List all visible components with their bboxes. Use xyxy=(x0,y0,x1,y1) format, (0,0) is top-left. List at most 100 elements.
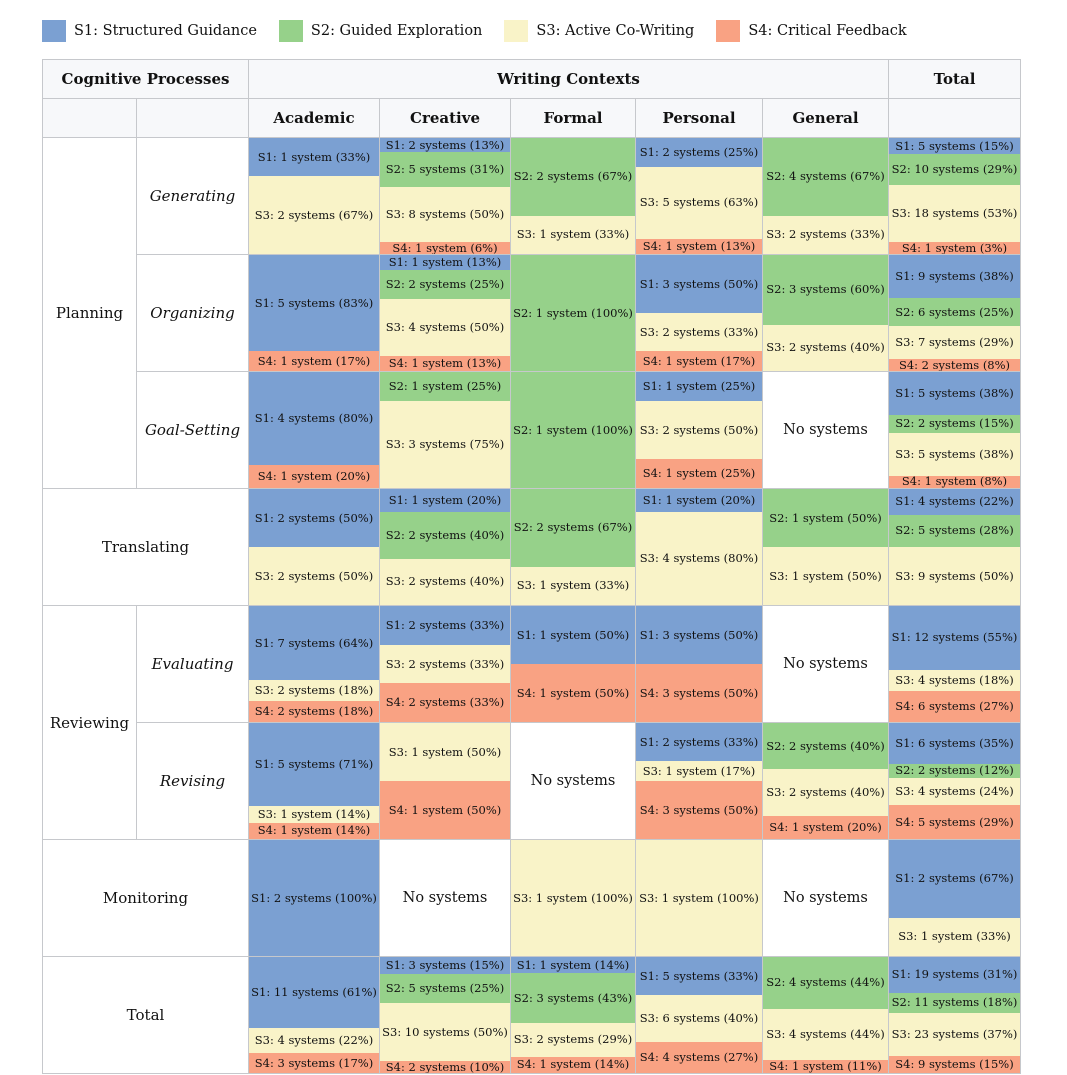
segment-s1: S1: 12 systems (55%) xyxy=(889,606,1020,670)
segment-s4: S4: 1 system (11%) xyxy=(763,1060,888,1074)
table-cell: S1: 1 system (50%) S4: 1 system (50%) xyxy=(510,605,636,723)
segment-s2: S2: 2 systems (25%) xyxy=(380,269,510,299)
table-cell: S1: 2 systems (33%) S3: 1 system (17%) S4:… xyxy=(635,722,763,840)
table-cell: S2: 2 systems (67%) S3: 1 system (33%) xyxy=(510,137,636,255)
table-cell: S1: 1 system (33%) S3: 2 systems (67%) xyxy=(248,137,380,255)
segment-stack: S3: 1 system (100%) xyxy=(511,840,635,956)
segment-s1: S1: 1 system (20%) xyxy=(380,489,510,513)
segment-s3: S3: 1 system (33%) xyxy=(511,566,635,605)
segment-stack: S1: 2 systems (67%) S3: 1 system (33%) xyxy=(889,840,1020,956)
table-cell: S2: 4 systems (67%) S3: 2 systems (33%) xyxy=(762,137,889,255)
table-cell: S1: 5 systems (83%) S4: 1 system (17%) xyxy=(248,254,380,372)
segment-s3: S3: 8 systems (50%) xyxy=(380,186,510,242)
legend-label: S1: Structured Guidance xyxy=(74,23,257,39)
segment-s2: S2: 2 systems (40%) xyxy=(763,723,888,770)
segment-stack: S1: 19 systems (31%) S2: 11 systems (18%)… xyxy=(889,957,1020,1074)
segment-stack: S1: 5 systems (38%) S2: 2 systems (15%) S3… xyxy=(889,372,1020,488)
segment-s3: S3: 1 system (50%) xyxy=(763,547,888,605)
process-label: Monitoring xyxy=(42,839,249,957)
table-cell: S3: 1 system (50%) S4: 1 system (50%) xyxy=(379,722,511,840)
segment-s1: S1: 2 systems (100%) xyxy=(249,840,379,956)
legend-swatch-s1 xyxy=(42,20,66,42)
segment-s4: S4: 1 system (13%) xyxy=(380,356,510,372)
table-cell: S1: 1 system (20%) S2: 2 systems (40%) S3:… xyxy=(379,488,511,606)
table-cell: S1: 1 system (13%) S2: 2 systems (25%) S3:… xyxy=(379,254,511,372)
segment-stack: S2: 1 system (100%) xyxy=(511,372,635,488)
segment-s1: S1: 5 systems (71%) xyxy=(249,723,379,807)
segment-stack: S1: 1 system (20%) S3: 4 systems (80%) xyxy=(636,489,762,605)
segment-s3: S3: 2 systems (40%) xyxy=(763,324,888,371)
segment-stack: S1: 2 systems (13%) S2: 5 systems (31%) S3… xyxy=(380,138,510,254)
segment-s3: S3: 23 systems (37%) xyxy=(889,1013,1020,1056)
header-blank xyxy=(42,98,137,138)
segment-s4: S4: 1 system (14%) xyxy=(511,1056,635,1073)
table-cell: S1: 11 systems (61%) S3: 4 systems (22%) S… xyxy=(248,956,380,1074)
table-cell: S1: 12 systems (55%) S3: 4 systems (18%) S… xyxy=(888,605,1021,723)
segment-stack: S1: 7 systems (64%) S3: 2 systems (18%) S4… xyxy=(249,606,379,722)
table-row: Organizing S1: 5 systems (83%) S4: 1 syste… xyxy=(43,254,1021,372)
segment-stack: S1: 11 systems (61%) S3: 4 systems (22%) S… xyxy=(249,957,379,1073)
segment-s4: S4: 3 systems (50%) xyxy=(636,781,762,839)
segment-s2: S2: 11 systems (18%) xyxy=(889,992,1020,1014)
segment-s1: S1: 5 systems (38%) xyxy=(889,372,1020,416)
table-cell: S2: 4 systems (44%) S3: 4 systems (44%) S4… xyxy=(762,956,889,1074)
segment-stack: S1: 12 systems (55%) S3: 4 systems (18%) S… xyxy=(889,606,1020,722)
segment-s4: S4: 2 systems (10%) xyxy=(380,1061,510,1073)
table-cell: S3: 1 system (100%) xyxy=(510,839,636,957)
segment-s2: S2: 1 system (100%) xyxy=(511,255,635,371)
segment-s4: S4: 1 system (50%) xyxy=(380,781,510,839)
segment-s1: S1: 3 systems (15%) xyxy=(380,957,510,975)
segment-s2: S2: 4 systems (67%) xyxy=(763,138,888,216)
segment-s3: S3: 4 systems (80%) xyxy=(636,512,762,605)
segment-stack: S1: 1 system (33%) S3: 2 systems (67%) xyxy=(249,138,379,254)
segment-stack: S1: 5 systems (15%) S2: 10 systems (29%) S… xyxy=(889,138,1020,254)
segment-s4: S4: 1 system (3%) xyxy=(889,242,1020,254)
table-cell: S1: 1 system (20%) S3: 4 systems (80%) xyxy=(635,488,763,606)
process-label: Reviewing xyxy=(42,605,137,840)
table-cell: S1: 3 systems (50%) S3: 2 systems (33%) S4… xyxy=(635,254,763,372)
segment-s4: S4: 4 systems (27%) xyxy=(636,1041,762,1073)
segment-s3: S3: 2 systems (50%) xyxy=(249,547,379,605)
segment-s1: S1: 1 system (14%) xyxy=(511,957,635,974)
table-cell: S1: 4 systems (80%) S4: 1 system (20%) xyxy=(248,371,380,489)
segment-stack: S2: 3 systems (60%) S3: 2 systems (40%) xyxy=(763,255,888,371)
segment-s2: S2: 1 system (50%) xyxy=(763,489,888,547)
table-row: Goal-Setting S1: 4 systems (80%) S4: 1 sys… xyxy=(43,371,1021,489)
segment-s2: S2: 2 systems (67%) xyxy=(511,489,635,567)
segment-s3: S3: 1 system (100%) xyxy=(511,840,635,956)
segment-s3: S3: 4 systems (24%) xyxy=(889,777,1020,806)
table-cell: S1: 5 systems (15%) S2: 10 systems (29%) S… xyxy=(888,137,1021,255)
no-systems: No systems xyxy=(783,655,868,672)
segment-s2: S2: 3 systems (43%) xyxy=(511,973,635,1024)
header-writing-contexts: Writing Contexts xyxy=(248,59,889,99)
segment-stack: S1: 1 system (13%) S2: 2 systems (25%) S3:… xyxy=(380,255,510,372)
legend: S1: Structured Guidance S2: Guided Explo… xyxy=(42,20,929,42)
segment-s1: S1: 5 systems (15%) xyxy=(889,138,1020,155)
segment-s1: S1: 2 systems (67%) xyxy=(889,840,1020,918)
table-cell: S1: 9 systems (38%) S2: 6 systems (25%) S3… xyxy=(888,254,1021,372)
segment-stack: S2: 2 systems (67%) S3: 1 system (33%) xyxy=(511,138,635,254)
segment-stack: No systems xyxy=(763,606,888,722)
segment-s2: S2: 6 systems (25%) xyxy=(889,297,1020,327)
header-total: Total xyxy=(888,59,1021,99)
segment-s4: S4: 1 system (8%) xyxy=(889,475,1020,488)
segment-s3: S3: 4 systems (44%) xyxy=(763,1008,888,1061)
segment-stack: S1: 4 systems (80%) S4: 1 system (20%) xyxy=(249,372,379,488)
table-cell: S1: 5 systems (38%) S2: 2 systems (15%) S3… xyxy=(888,371,1021,489)
table-cell: S1: 1 system (14%) S2: 3 systems (43%) S3:… xyxy=(510,956,636,1074)
segment-s3: S3: 7 systems (29%) xyxy=(889,326,1020,359)
subprocess-label: Goal-Setting xyxy=(136,371,249,489)
table-cell: No systems xyxy=(762,371,889,489)
segment-s3: S3: 4 systems (50%) xyxy=(380,298,510,357)
segment-stack: S1: 5 systems (71%) S3: 1 system (14%) S4:… xyxy=(249,723,379,839)
segment-s1: S1: 1 system (13%) xyxy=(380,255,510,270)
segment-s2: S2: 10 systems (29%) xyxy=(889,154,1020,186)
table-cell: S1: 19 systems (31%) S2: 11 systems (18%)… xyxy=(888,956,1021,1074)
segment-stack: S1: 2 systems (100%) xyxy=(249,840,379,956)
segment-s2: S2: 5 systems (31%) xyxy=(380,152,510,187)
legend-label: S3: Active Co-Writing xyxy=(536,23,695,39)
segment-s3: S3: 1 system (33%) xyxy=(511,215,635,254)
segment-s2: S2: 2 systems (15%) xyxy=(889,415,1020,433)
segment-s4: S4: 1 system (20%) xyxy=(763,815,888,840)
process-label: Translating xyxy=(42,488,249,606)
